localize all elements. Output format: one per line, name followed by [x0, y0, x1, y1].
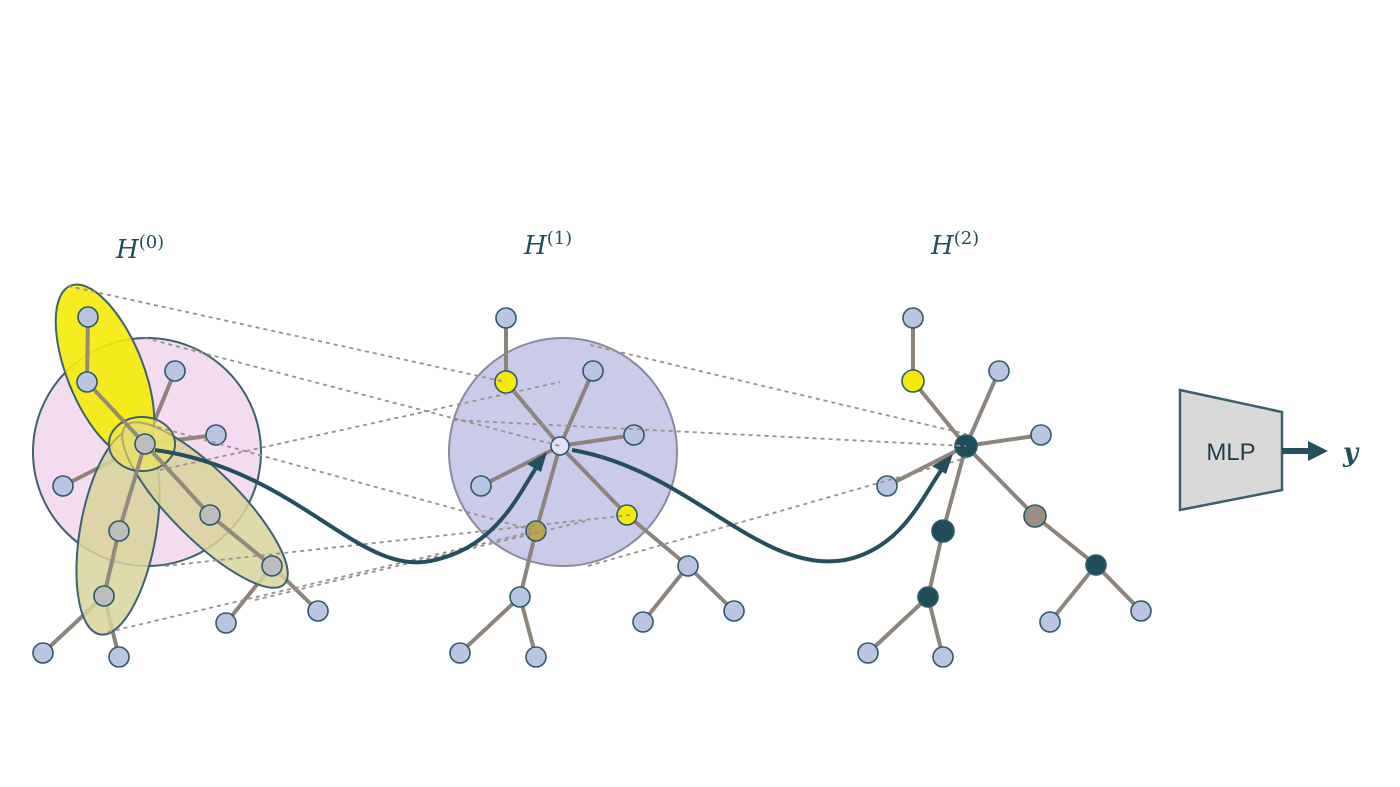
h1-nodes [449, 307, 745, 668]
message-flow-arrows [154, 448, 953, 565]
graph-node [632, 611, 654, 633]
graph-node-dark [917, 586, 939, 608]
h2-nodes [857, 307, 1152, 668]
h0-edges-overlay [85, 315, 274, 598]
output-label-y: y [1342, 438, 1360, 468]
graph-node [164, 360, 186, 382]
arrow-right-icon [1308, 441, 1328, 461]
h1-edges [458, 316, 736, 659]
graph-node [52, 475, 74, 497]
graph-node [307, 600, 329, 622]
graph-node [215, 612, 237, 634]
layer-h2 [857, 307, 1152, 668]
graph-node [988, 360, 1010, 382]
graph-node [623, 424, 645, 446]
graph-node [857, 642, 879, 664]
mlp-block: MLP y [1178, 388, 1360, 512]
graph-node [932, 646, 954, 668]
graph-node-center [550, 436, 570, 456]
graph-node [525, 646, 547, 668]
graph-node [1039, 611, 1061, 633]
graph-node-dark [931, 519, 955, 543]
graph-node [108, 520, 130, 542]
graph-node [876, 475, 898, 497]
graph-node [449, 642, 471, 664]
graph-node [108, 646, 130, 668]
graph-node [76, 371, 98, 393]
graph-node [93, 585, 115, 607]
graph-node [1130, 600, 1152, 622]
graph-node [199, 504, 221, 526]
layer-label-h0: H(0) [115, 232, 164, 265]
graph-node [1030, 424, 1052, 446]
projection-lines [67, 285, 967, 633]
layer-label-h1: H(1) [523, 228, 572, 261]
graph-node [582, 360, 604, 382]
mlp-trapezoid [1178, 388, 1284, 512]
graph-node-center [134, 433, 156, 455]
graph-node-taupe [1023, 504, 1047, 528]
graph-node-yellow [901, 369, 925, 393]
graph-node [509, 586, 531, 608]
graph-node [32, 642, 54, 664]
arrow-head-icon [932, 454, 953, 474]
layer-h1 [448, 307, 745, 668]
graph-node [723, 600, 745, 622]
graph-node [470, 475, 492, 497]
graph-node [902, 307, 924, 329]
layer-h0 [32, 283, 329, 668]
graph-node [495, 307, 517, 329]
graph-node [77, 306, 99, 328]
h0-nodes [32, 306, 329, 668]
mlp-label: MLP [1206, 439, 1255, 466]
layer-labels: H(0) H(1) H(2) [115, 228, 979, 265]
graph-node-dark [1085, 554, 1107, 576]
graph-node [205, 424, 227, 446]
flow-curve-h1-h2 [571, 448, 947, 564]
layer-label-h2: H(2) [930, 228, 979, 261]
graph-node [677, 555, 699, 577]
flow-curve-h0-h1 [154, 448, 542, 565]
graph-node [261, 555, 283, 577]
arrow-head-icon [527, 452, 547, 472]
